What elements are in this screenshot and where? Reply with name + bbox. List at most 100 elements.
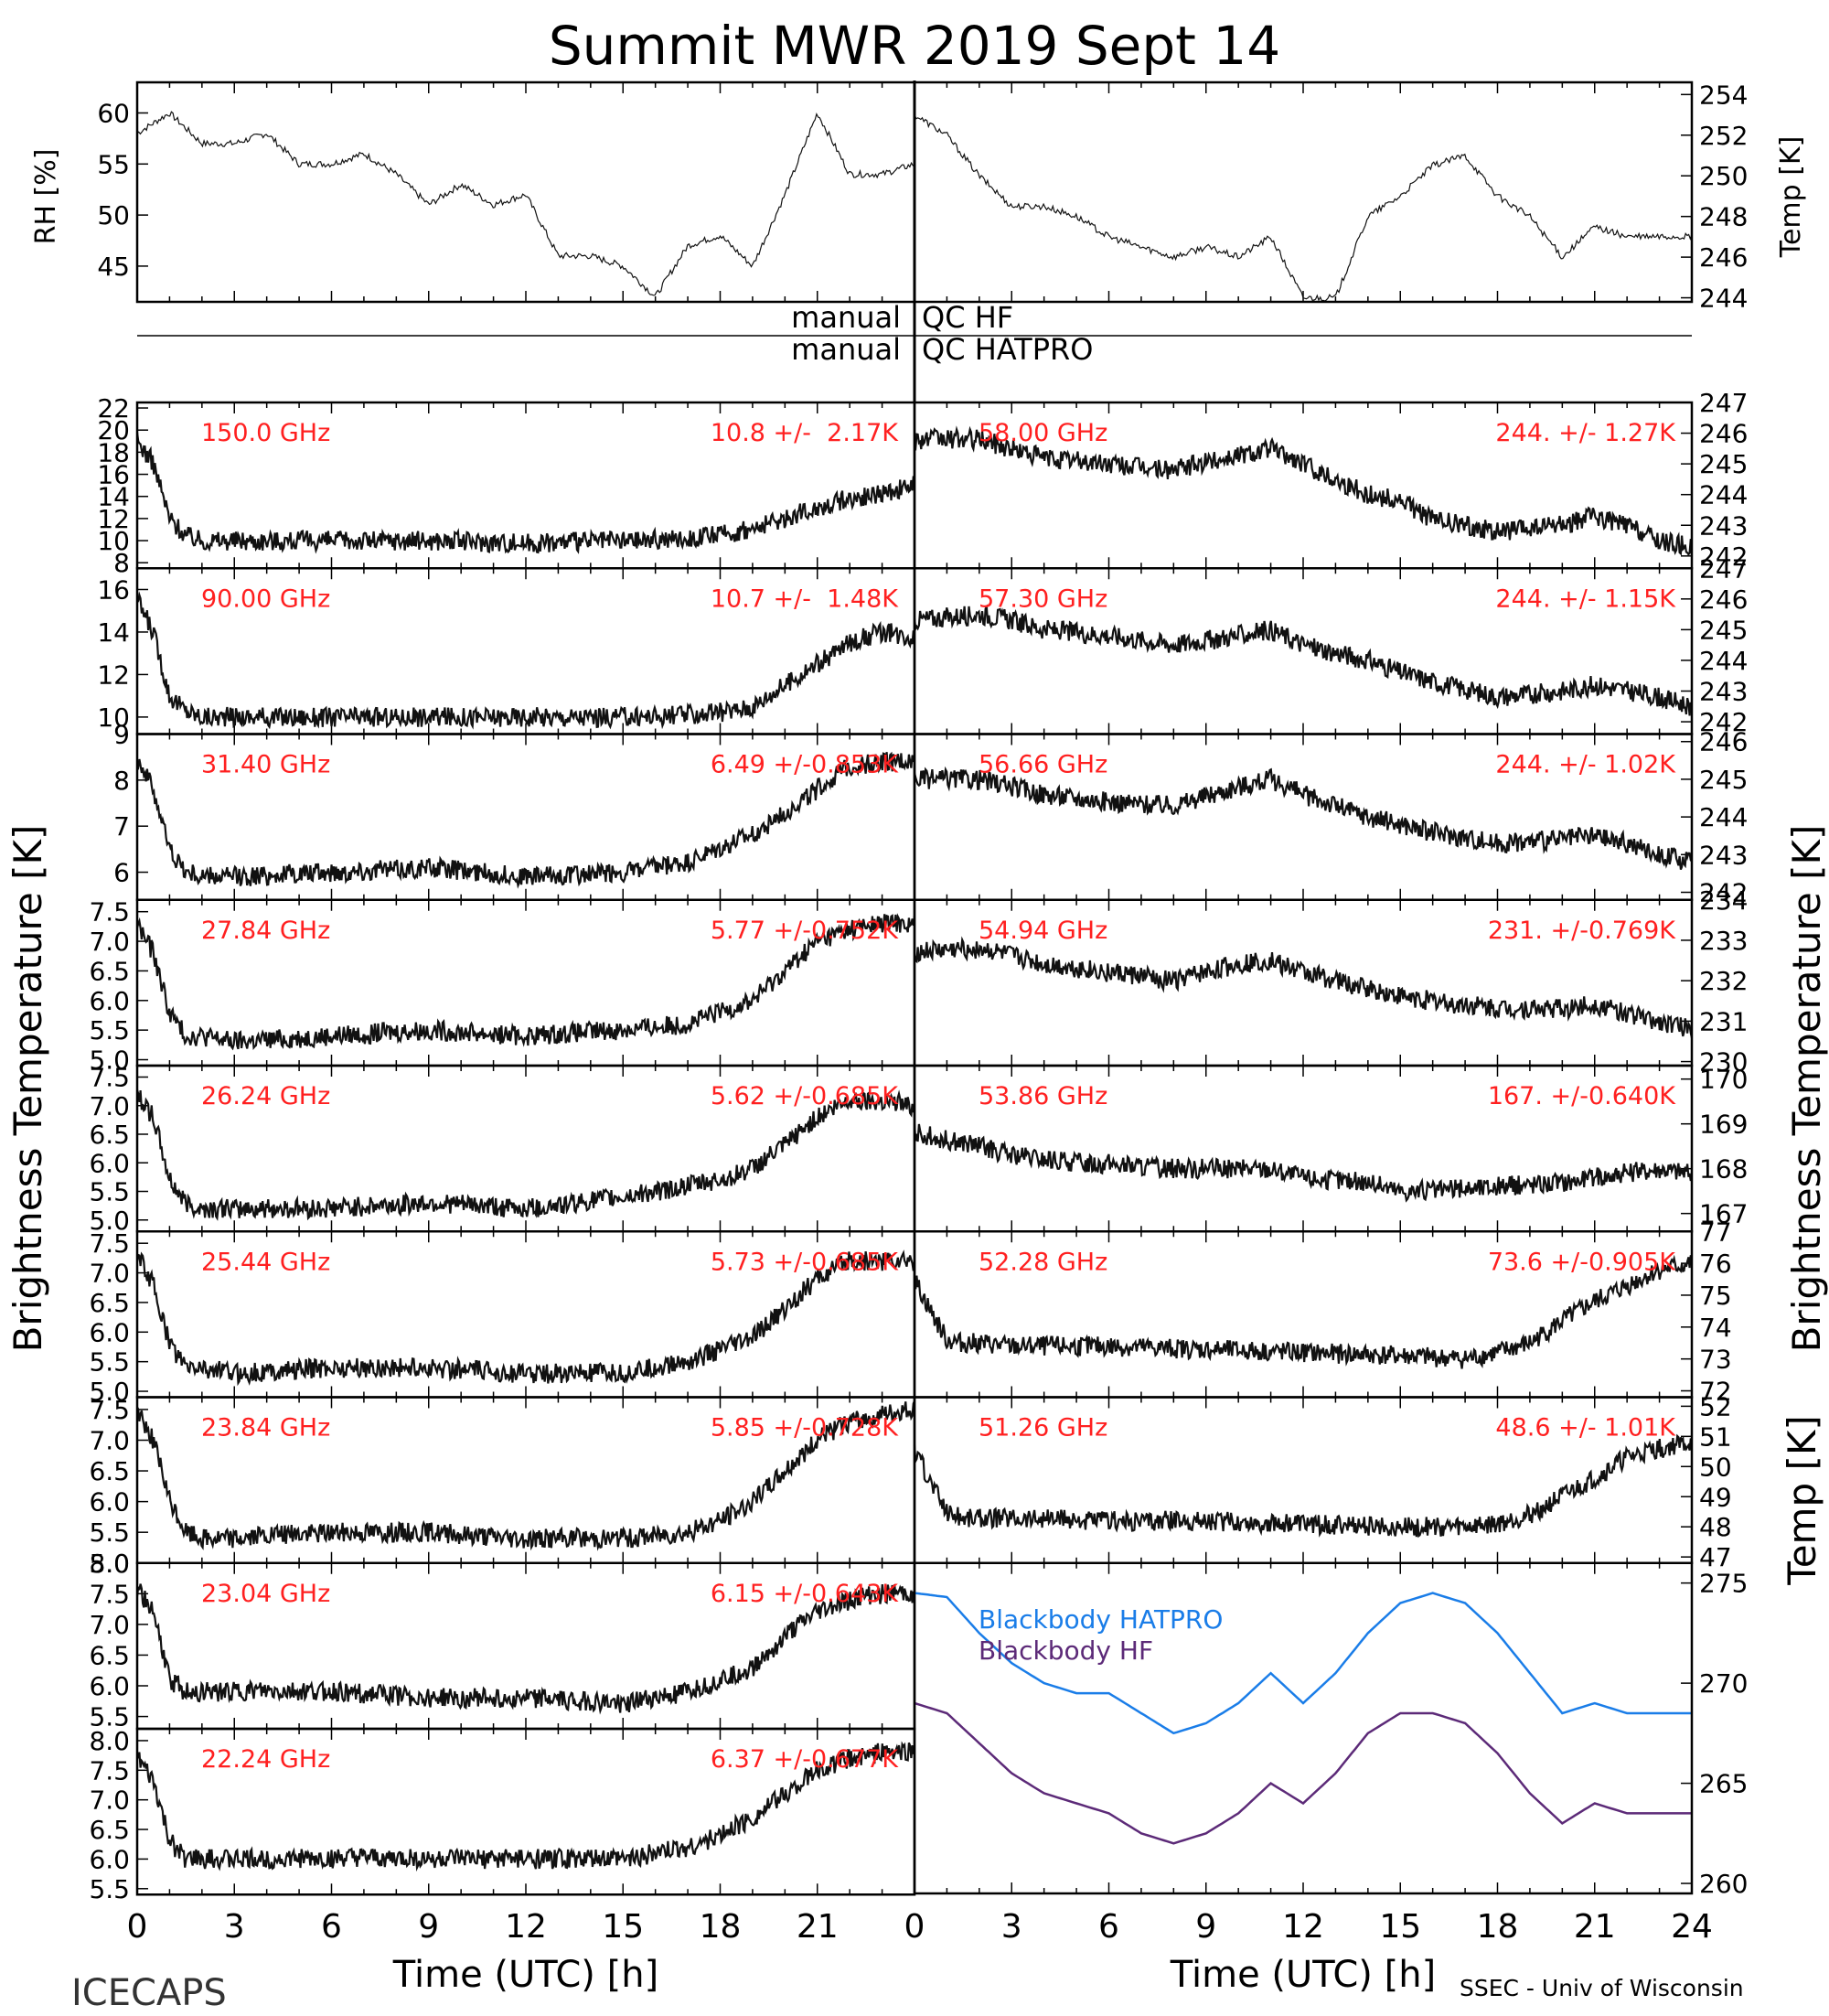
y-tick-label: 9 <box>113 720 130 750</box>
series-line <box>914 113 1693 302</box>
y-tick-label: 5.5 <box>89 1177 130 1207</box>
y-tick-label: 77 <box>1699 1217 1732 1247</box>
panel-12: 5.05.56.06.57.07.5 25.44 GHz 5.73 +/-0.685… <box>89 1228 916 1407</box>
panel-8: 5.05.56.06.57.07.5 27.84 GHz 5.77 +/-0.752… <box>89 897 916 1076</box>
y-tick-label: 167 <box>1699 1199 1748 1229</box>
y-tick-label: 246 <box>1699 419 1748 449</box>
y-tick-label: 75 <box>1699 1281 1732 1311</box>
series-line <box>136 111 915 296</box>
y-tick-label: 5.0 <box>89 1377 130 1407</box>
y-tick-label: 6.5 <box>89 1640 130 1670</box>
stat-label: 5.62 +/-0.685K <box>711 1082 899 1110</box>
y-tick-label: 22 <box>97 393 130 424</box>
y-tick-label: 242 <box>1699 707 1748 737</box>
y-tick-label: 6.5 <box>89 1288 130 1318</box>
y-tick-label: 5.0 <box>89 1549 130 1579</box>
frequency-label: 56.66 GHz <box>979 751 1107 779</box>
y-tick-label: 243 <box>1699 840 1748 870</box>
frequency-label: 54.94 GHz <box>979 917 1107 945</box>
panel-4: 10 12 14 16 90.00 GHz 10.7 +/- 1.48K <box>97 567 916 735</box>
panel-frame <box>135 80 916 304</box>
y-tick-label: 7.5 <box>89 897 130 928</box>
panel-frame <box>135 1727 916 1896</box>
y-tick-label: 7.0 <box>89 1091 130 1121</box>
y-tick-label: 6.5 <box>89 956 130 986</box>
y-tick-label: 243 <box>1699 510 1748 541</box>
panel-11: 167 168 169 170 53.86 GHz 167. +/-0.640K <box>913 1065 1748 1233</box>
y-tick-label: 12 <box>97 659 130 690</box>
y-tick-label: 12 <box>97 504 130 534</box>
x-tick-label-right: 0 <box>904 1908 925 1946</box>
panel-10: 5.05.56.06.57.07.5 26.24 GHz 5.62 +/-0.685… <box>89 1063 916 1236</box>
series-line <box>913 1433 1694 1539</box>
y-tick-label: 169 <box>1699 1110 1748 1140</box>
y-tick-label: 6.0 <box>89 1487 130 1517</box>
y-tick-label: 8 <box>113 766 130 796</box>
y-tick-label: 8.0 <box>89 1726 130 1756</box>
y-tick-label: 55 <box>97 149 130 179</box>
y-tick-label: 234 <box>1699 885 1748 916</box>
series-line <box>913 936 1694 1039</box>
y-tick-label: 6.0 <box>89 1148 130 1178</box>
series-line <box>135 913 916 1051</box>
panel-ylabel: RH [%] <box>30 149 62 245</box>
y-tick-label: 60 <box>97 98 130 128</box>
y-tick-label: 7.0 <box>89 1425 130 1455</box>
y-tick-label: 76 <box>1699 1249 1732 1279</box>
y-tick-label: 244 <box>1699 284 1748 314</box>
y-tick-label: 47 <box>1699 1542 1732 1572</box>
y-tick-label: 6.5 <box>89 1815 130 1845</box>
legend-entry: Blackbody HATPRO <box>979 1604 1223 1635</box>
y-tick-label: 50 <box>97 200 130 231</box>
series-line <box>913 1123 1694 1203</box>
series-line <box>914 1592 1692 1735</box>
series-line <box>136 751 916 889</box>
series-line <box>135 1583 916 1715</box>
x-tick-label-right: 3 <box>1001 1908 1022 1946</box>
y-tick-label: 265 <box>1699 1769 1748 1799</box>
x-tick-label-right: 21 <box>1574 1908 1616 1946</box>
series-line <box>913 604 1694 716</box>
y-tick-label: 246 <box>1699 727 1748 757</box>
y-tick-label: 252 <box>1699 121 1748 151</box>
panel-6: 242 243 244 245 246 56.66 GHz 244. +/- 1.02K <box>913 727 1748 908</box>
panel-18: 5.56.06.57.07.58.0 22.24 GHz 6.37 +/-0.677… <box>89 1726 916 1904</box>
y-tick-label: 5.5 <box>89 1517 130 1548</box>
y-tick-label: 48 <box>1699 1512 1732 1542</box>
y-tick-label: 5.5 <box>89 1347 130 1378</box>
x-tick-label-left: 15 <box>602 1908 644 1946</box>
y-tick-label: 14 <box>97 617 130 648</box>
y-tick-label: 10 <box>97 702 130 733</box>
y-tick-label: 7.0 <box>89 1259 130 1289</box>
panel-16: 5.56.06.57.07.58.0 23.04 GHz 6.15 +/-0.643… <box>89 1549 916 1732</box>
chart-title: Summit MWR 2019 Sept 14 <box>549 15 1280 77</box>
qc-hf-manual: manual <box>791 300 901 335</box>
frequency-label: 53.86 GHz <box>979 1082 1107 1110</box>
frequency-label: 90.00 GHz <box>201 584 330 613</box>
panel-14: 5.05.56.06.57.07.5 23.84 GHz 5.85 +/-0.728… <box>89 1395 916 1579</box>
qc-hf-label: QC HF <box>922 300 1013 335</box>
panel-ylabel: Temp [K] <box>1775 136 1807 259</box>
y-tick-label: 10 <box>97 526 130 556</box>
frequency-label: 52.28 GHz <box>979 1248 1107 1276</box>
panel-0: 45 50 55 60 RH [%] <box>30 80 916 304</box>
stat-label: 73.6 +/-0.905K <box>1488 1248 1676 1276</box>
frequency-label: 31.40 GHz <box>201 751 330 779</box>
y-tick-label: 14 <box>97 482 130 512</box>
y-tick-label: 243 <box>1699 677 1748 707</box>
x-tick-label-right: 12 <box>1282 1908 1324 1946</box>
y-tick-label: 6.5 <box>89 1120 130 1150</box>
stat-label: 6.15 +/-0.643K <box>711 1580 899 1608</box>
y-tick-label: 246 <box>1699 242 1748 273</box>
y-tick-label: 250 <box>1699 161 1748 191</box>
stat-label: 5.77 +/-0.752K <box>711 917 899 945</box>
y-tick-label: 16 <box>97 574 130 605</box>
x-tick-label-left: 6 <box>321 1908 342 1946</box>
y-tick-label: 245 <box>1699 615 1748 645</box>
x-tick-label-left: 0 <box>127 1908 148 1946</box>
y-tick-label: 245 <box>1699 449 1748 479</box>
x-tick-label-right: 9 <box>1195 1908 1216 1946</box>
